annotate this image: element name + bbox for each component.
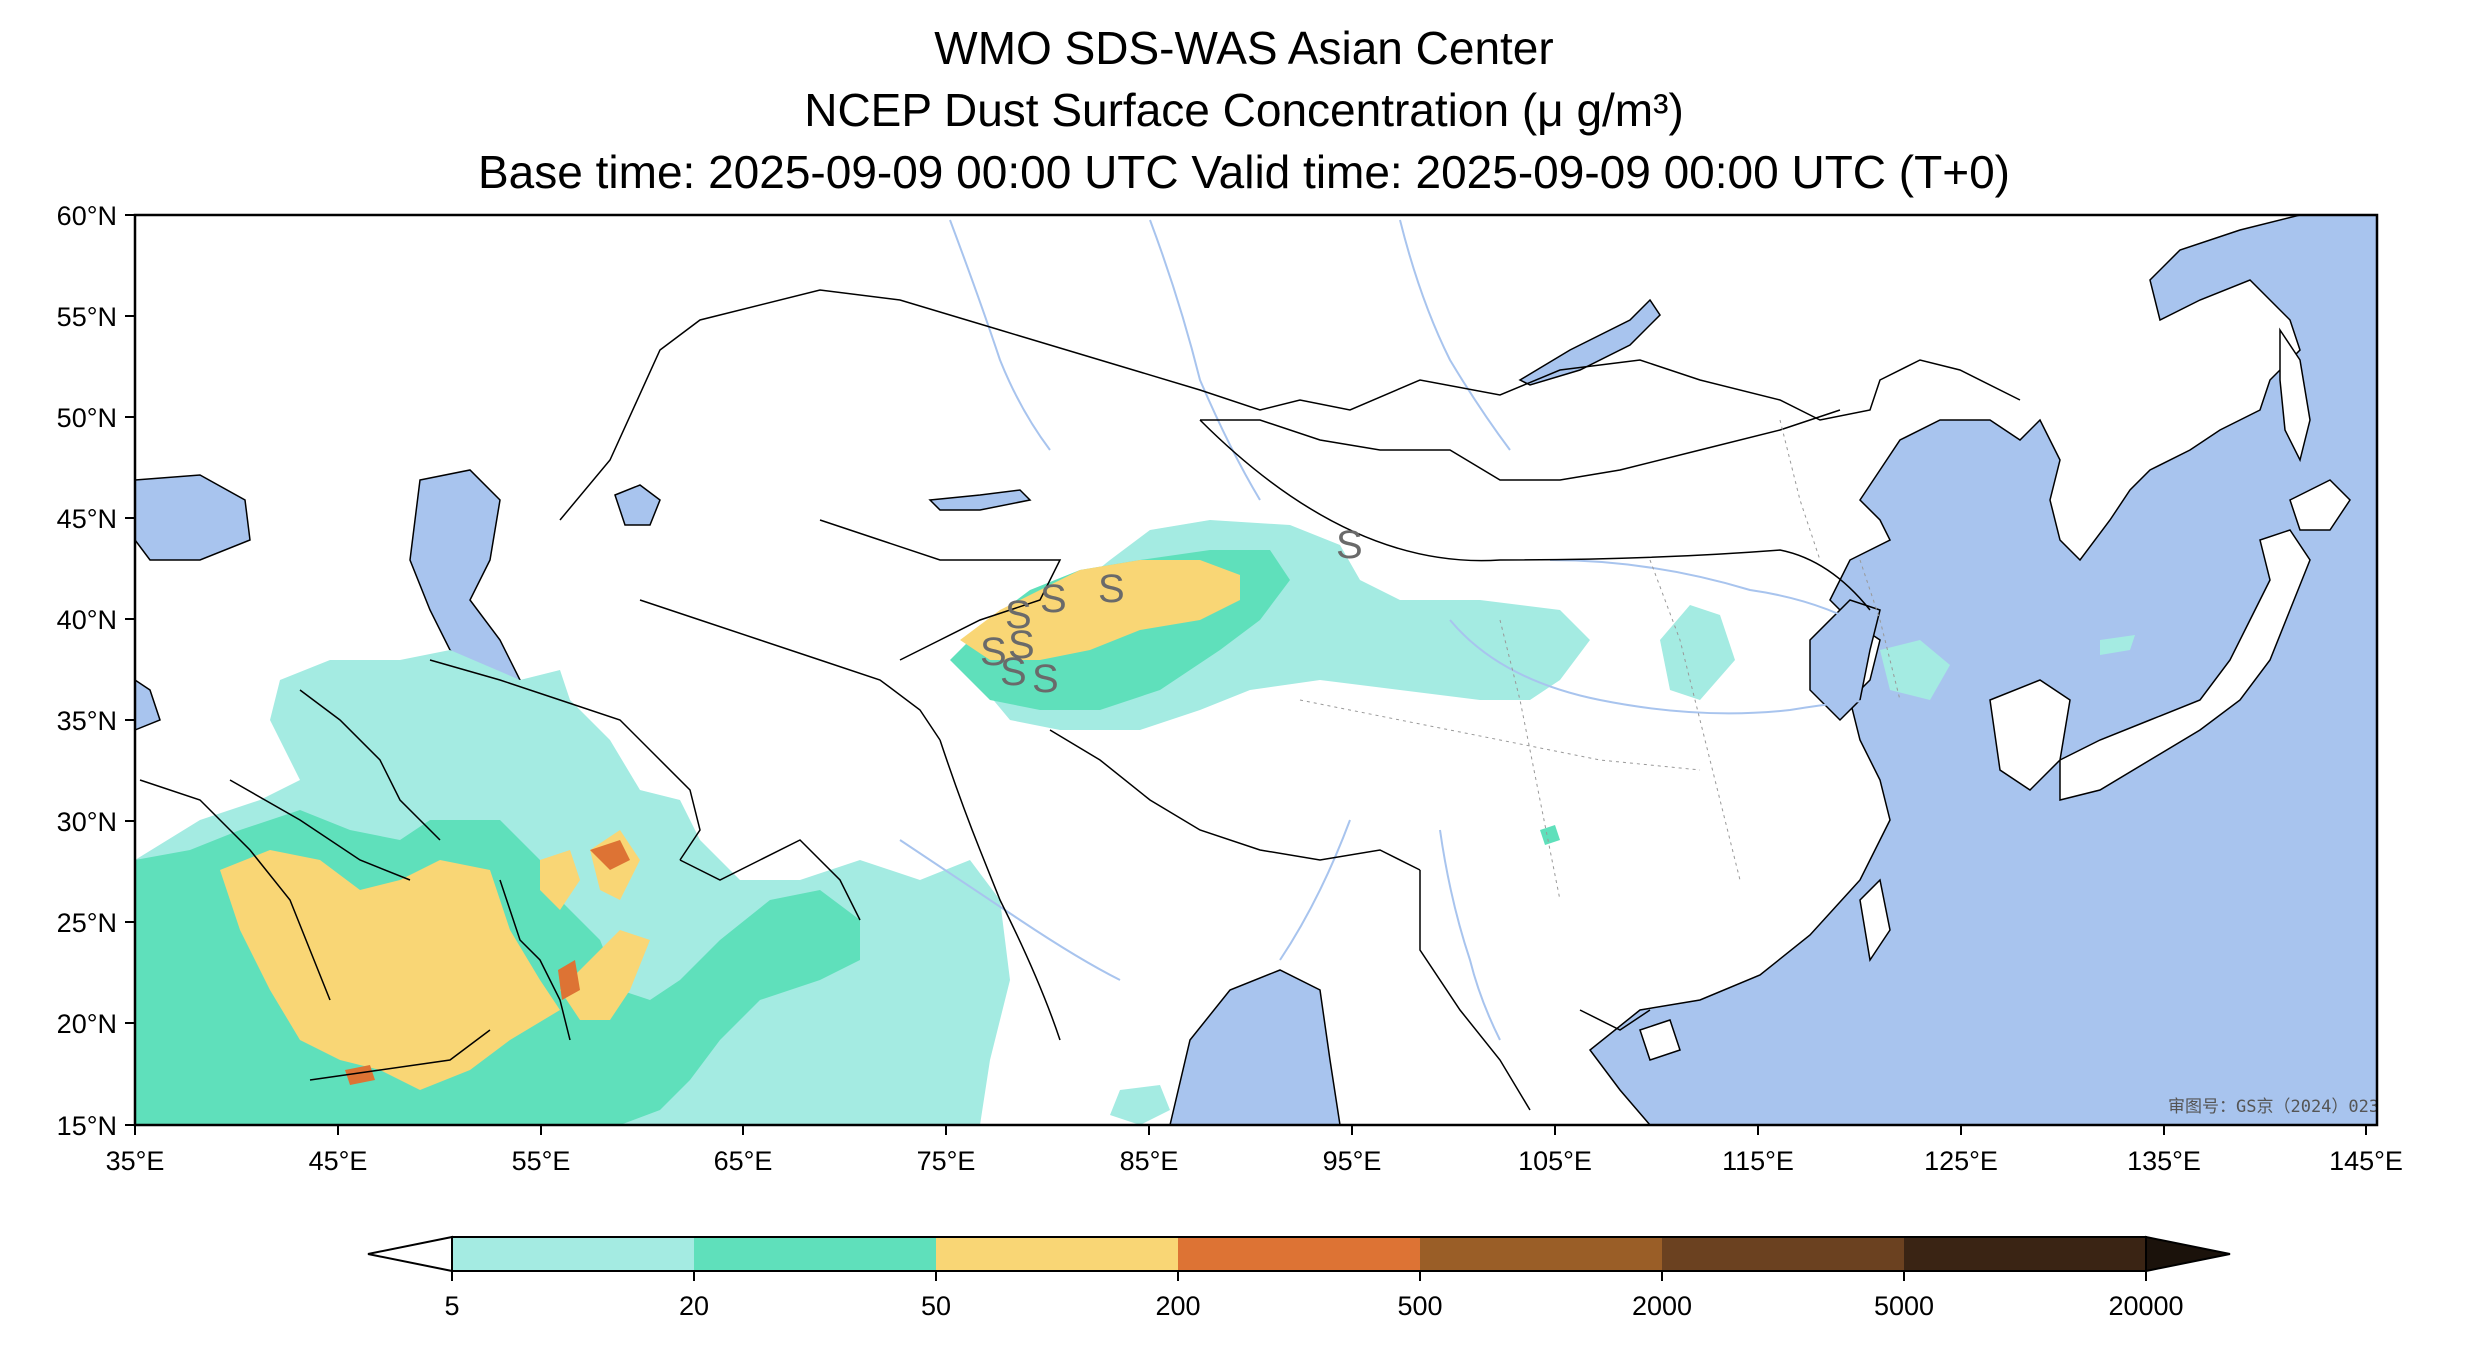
lat-label: 15°N (57, 1111, 117, 1141)
colorbar-tick-label: 20000 (2108, 1291, 2183, 1321)
country-borders (139, 289, 2021, 1111)
colorbar: 5 20 50 200 500 2000 5000 20000 (367, 1235, 2231, 1321)
colorbar-tick-label: 2000 (1632, 1291, 1692, 1321)
station-marker: S (1040, 577, 1067, 621)
lat-label: 55°N (57, 302, 117, 332)
rivers (899, 219, 1891, 1041)
colorbar-segment (1662, 1237, 1904, 1271)
chart-title: WMO SDS-WAS Asian Center (934, 22, 1554, 74)
lon-label: 45°E (309, 1146, 368, 1176)
colorbar-tick-label: 500 (1397, 1291, 1442, 1321)
lon-label: 145°E (2329, 1146, 2403, 1176)
lat-label: 40°N (57, 605, 117, 635)
dust-contours (135, 520, 2135, 1125)
colorbar-tick-label: 20 (679, 1291, 709, 1321)
chart-subtitle: NCEP Dust Surface Concentration (μ g/m³) (804, 84, 1684, 136)
map-area: S S S S S S S S 审图号：GS京（2024）0236号 (135, 215, 2406, 1125)
time-info: Base time: 2025-09-09 00:00 UTC Valid ti… (478, 146, 2010, 198)
colorbar-segment (1420, 1237, 1662, 1271)
longitude-axis: 35°E 45°E 55°E 65°E 75°E 85°E 95°E 105°E… (106, 1125, 2403, 1176)
colorbar-ticks: 5 20 50 200 500 2000 5000 20000 (444, 1271, 2184, 1321)
lon-label: 95°E (1323, 1146, 1382, 1176)
lon-label: 125°E (1924, 1146, 1998, 1176)
colorbar-segment (1178, 1237, 1420, 1271)
lon-label: 75°E (917, 1146, 976, 1176)
colorbar-segment (936, 1237, 1178, 1271)
colorbar-extend-high (2145, 1235, 2231, 1273)
dust-station-markers: S S S S S S S S (980, 523, 1363, 701)
lon-label: 35°E (106, 1146, 165, 1176)
colorbar-extend-low (367, 1235, 453, 1273)
station-marker: S (1008, 623, 1035, 667)
colorbar-tick-label: 200 (1155, 1291, 1200, 1321)
province-borders (1299, 419, 1901, 901)
lon-label: 135°E (2127, 1146, 2201, 1176)
colorbar-frame (451, 1236, 2147, 1272)
colorbar-tick-label: 5000 (1874, 1291, 1934, 1321)
lon-label: 55°E (512, 1146, 571, 1176)
latitude-axis: 60°N 55°N 50°N 45°N 40°N 35°N 30°N 25°N … (57, 201, 135, 1141)
lat-label: 20°N (57, 1009, 117, 1039)
approval-stamp: 审图号：GS京（2024）0236号 (2168, 1097, 2406, 1117)
station-marker: S (1098, 567, 1125, 611)
lon-label: 85°E (1120, 1146, 1179, 1176)
lat-label: 35°N (57, 706, 117, 736)
lon-label: 65°E (714, 1146, 773, 1176)
lon-label: 105°E (1518, 1146, 1592, 1176)
lat-label: 60°N (57, 201, 117, 231)
station-marker: S (1032, 657, 1059, 701)
islands (1639, 327, 2351, 1061)
lat-label: 25°N (57, 908, 117, 938)
lat-label: 50°N (57, 403, 117, 433)
colorbar-segment (1904, 1237, 2146, 1271)
colorbar-segment (452, 1237, 694, 1271)
lat-label: 45°N (57, 504, 117, 534)
colorbar-tick-label: 50 (921, 1291, 951, 1321)
colorbar-segment (694, 1237, 936, 1271)
station-marker: S (1336, 523, 1363, 567)
station-marker: S (1000, 650, 1027, 694)
colorbar-boxes (367, 1235, 2231, 1273)
lat-label: 30°N (57, 807, 117, 837)
station-marker: S (980, 630, 1007, 674)
colorbar-tick-label: 5 (444, 1291, 459, 1321)
station-marker: S (1005, 593, 1032, 637)
map-frame (133, 213, 2379, 1127)
lon-label: 115°E (1722, 1146, 1794, 1176)
